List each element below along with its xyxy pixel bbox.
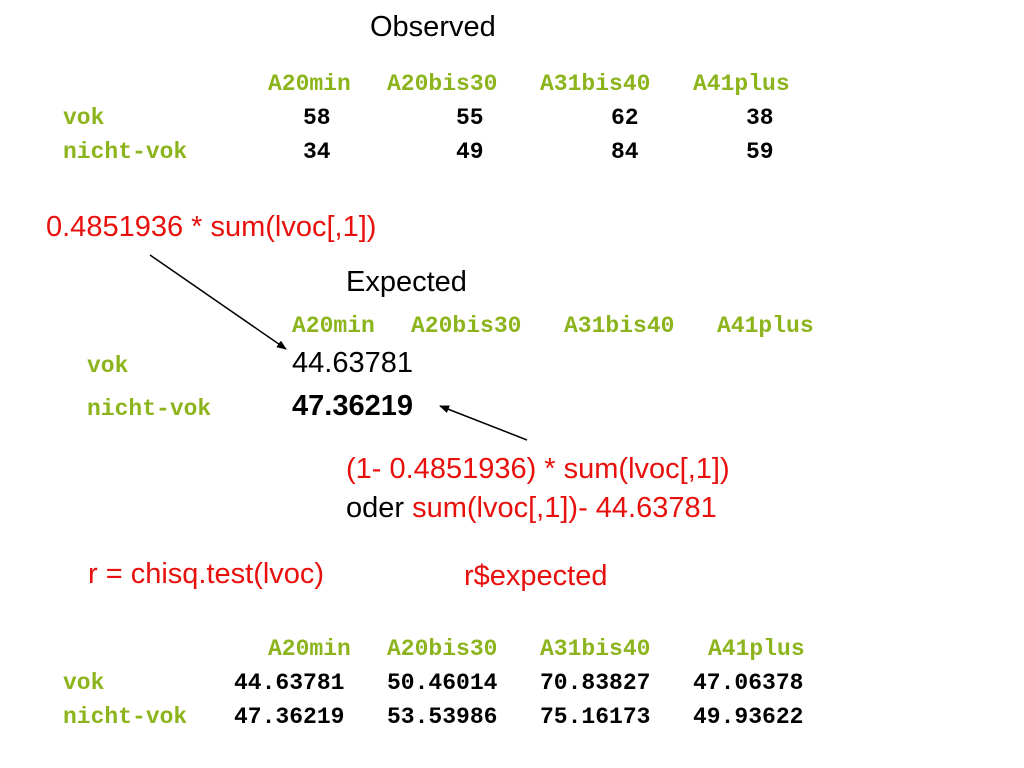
observed-cell: 49 xyxy=(456,139,484,165)
observed-cell: 59 xyxy=(746,139,774,165)
expected-row-label-nicht-vok: nicht-vok xyxy=(87,396,212,422)
oder-word: oder xyxy=(346,492,405,524)
result-row-label-nicht-vok: nicht-vok xyxy=(63,704,188,730)
result-cell: 53.53986 xyxy=(387,704,498,730)
result-row-label-vok: vok xyxy=(63,670,105,696)
arrow-to-vok-expected xyxy=(149,254,287,350)
expected-header-a20min: A20min xyxy=(292,313,375,339)
observed-row-label-nicht-vok: nicht-vok xyxy=(63,139,188,165)
observed-cell: 55 xyxy=(456,105,484,131)
observed-cell: 58 xyxy=(303,105,331,131)
expected-row-label-vok: vok xyxy=(87,353,129,379)
result-header-a20bis30: A20bis30 xyxy=(387,636,498,662)
expected-header-a41plus: A41plus xyxy=(717,313,814,339)
result-cell: 70.83827 xyxy=(540,670,651,696)
observed-header-a20bis30: A20bis30 xyxy=(387,71,498,97)
result-cell: 47.06378 xyxy=(693,670,804,696)
arrow-to-nicht-vok-expected xyxy=(439,405,528,441)
observed-title: Observed xyxy=(370,11,496,43)
result-cell: 75.16173 xyxy=(540,704,651,730)
result-cell: 47.36219 xyxy=(234,704,345,730)
result-cell: 49.93622 xyxy=(693,704,804,730)
observed-row-label-vok: vok xyxy=(63,105,105,131)
observed-header-a41plus: A41plus xyxy=(693,71,790,97)
observed-cell: 84 xyxy=(611,139,639,165)
result-header-a31bis40: A31bis40 xyxy=(540,636,651,662)
formula-complement: (1- 0.4851936) * sum(lvoc[,1]) xyxy=(346,453,730,485)
formula-alternative: sum(lvoc[,1])- 44.63781 xyxy=(412,492,717,524)
observed-header-a20min: A20min xyxy=(268,71,351,97)
result-header-a20min: A20min xyxy=(268,636,351,662)
expected-value-vok: 44.63781 xyxy=(292,347,413,379)
expected-title: Expected xyxy=(346,266,467,298)
observed-header-a31bis40: A31bis40 xyxy=(540,71,651,97)
observed-cell: 34 xyxy=(303,139,331,165)
observed-cell: 38 xyxy=(746,105,774,131)
result-cell: 44.63781 xyxy=(234,670,345,696)
observed-cell: 62 xyxy=(611,105,639,131)
result-cell: 50.46014 xyxy=(387,670,498,696)
result-header-a41plus: A41plus xyxy=(708,636,805,662)
expected-value-nicht-vok: 47.36219 xyxy=(292,390,413,422)
formula-proportion: 0.4851936 * sum(lvoc[,1]) xyxy=(46,211,377,243)
formula-alternative-line: oder sum(lvoc[,1])- 44.63781 xyxy=(346,494,717,523)
expected-header-a20bis30: A20bis30 xyxy=(411,313,522,339)
chisq-test-code: r = chisq.test(lvoc) xyxy=(88,558,325,590)
expected-call-code: r$expected xyxy=(464,560,608,592)
expected-header-a31bis40: A31bis40 xyxy=(564,313,675,339)
